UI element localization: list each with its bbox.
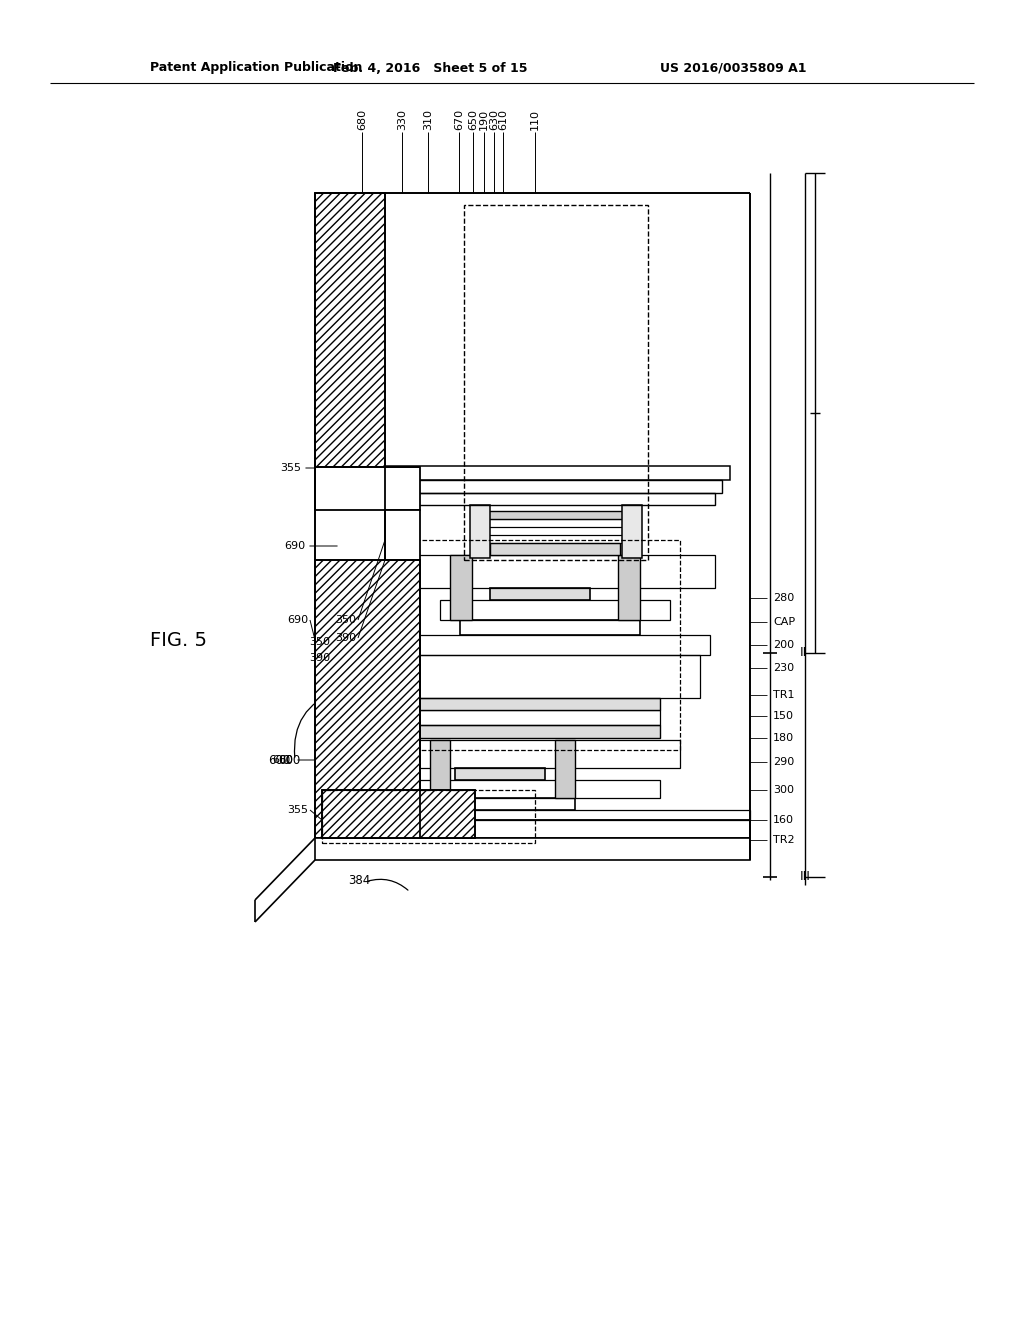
Bar (470, 506, 490, 558)
Bar (315, 467, 420, 510)
Text: TR2: TR2 (773, 836, 795, 845)
Bar (415, 780, 660, 799)
Text: CAP: CAP (773, 616, 795, 627)
Bar (390, 635, 710, 655)
Text: 630: 630 (489, 110, 499, 129)
Bar (485, 527, 625, 535)
Text: 390: 390 (309, 653, 330, 663)
Bar (385, 510, 420, 560)
Text: 610: 610 (498, 110, 508, 129)
Text: 600: 600 (272, 755, 293, 766)
Text: 160: 160 (773, 814, 794, 825)
Bar (455, 768, 545, 780)
Text: 350: 350 (309, 638, 330, 647)
Bar (370, 466, 730, 480)
Text: 290: 290 (773, 756, 795, 767)
Text: 350: 350 (335, 615, 356, 624)
Text: US 2016/0035809 A1: US 2016/0035809 A1 (660, 62, 807, 74)
Bar (440, 601, 670, 620)
Bar (315, 838, 750, 861)
Bar (395, 655, 700, 698)
Text: 200: 200 (773, 640, 795, 649)
Text: 280: 280 (773, 593, 795, 603)
Bar (315, 560, 420, 838)
Text: 384: 384 (348, 874, 371, 887)
Bar (460, 620, 640, 635)
Bar (385, 492, 715, 506)
Text: 230: 230 (773, 663, 795, 673)
Text: 330: 330 (397, 110, 407, 129)
Bar (555, 741, 575, 799)
Bar (380, 820, 750, 838)
Bar (415, 725, 660, 738)
Bar (315, 193, 385, 467)
Bar (490, 543, 620, 554)
Text: 600: 600 (267, 754, 290, 767)
Bar (408, 540, 680, 750)
Text: 310: 310 (423, 110, 433, 129)
Bar (622, 506, 642, 558)
Bar (322, 789, 475, 838)
Bar (322, 789, 475, 838)
Bar (322, 789, 535, 843)
Text: II: II (800, 647, 807, 660)
Text: III: III (800, 870, 811, 883)
Text: Feb. 4, 2016   Sheet 5 of 15: Feb. 4, 2016 Sheet 5 of 15 (333, 62, 527, 74)
Bar (415, 698, 660, 710)
Text: 355: 355 (287, 805, 308, 814)
Text: 180: 180 (773, 733, 795, 743)
Bar (415, 710, 660, 725)
Text: 690: 690 (287, 615, 308, 624)
Text: 600: 600 (278, 754, 300, 767)
Bar (315, 560, 420, 838)
Text: 650: 650 (468, 110, 478, 129)
Bar (435, 799, 575, 810)
Text: 670: 670 (454, 108, 464, 129)
Text: 355: 355 (280, 463, 301, 473)
Text: 110: 110 (530, 110, 540, 129)
Bar (464, 205, 648, 560)
Bar (430, 741, 450, 799)
Bar (490, 587, 590, 601)
Text: 680: 680 (357, 108, 367, 129)
Bar (380, 810, 750, 820)
Bar (475, 511, 635, 519)
Text: TR1: TR1 (773, 690, 795, 700)
Bar (378, 480, 722, 492)
Bar (400, 741, 680, 768)
Text: 300: 300 (773, 785, 794, 795)
Text: FIG. 5: FIG. 5 (150, 631, 207, 649)
Bar (450, 554, 472, 620)
Text: 190: 190 (479, 108, 489, 129)
Bar (385, 554, 715, 587)
Bar (618, 554, 640, 620)
Bar (485, 519, 625, 527)
Bar (485, 535, 625, 543)
Text: 390: 390 (335, 634, 356, 643)
FancyArrowPatch shape (295, 690, 337, 758)
Text: Patent Application Publication: Patent Application Publication (150, 62, 362, 74)
Text: 150: 150 (773, 711, 794, 721)
Bar (315, 193, 385, 467)
FancyArrowPatch shape (368, 879, 408, 890)
Text: 690: 690 (284, 541, 305, 550)
